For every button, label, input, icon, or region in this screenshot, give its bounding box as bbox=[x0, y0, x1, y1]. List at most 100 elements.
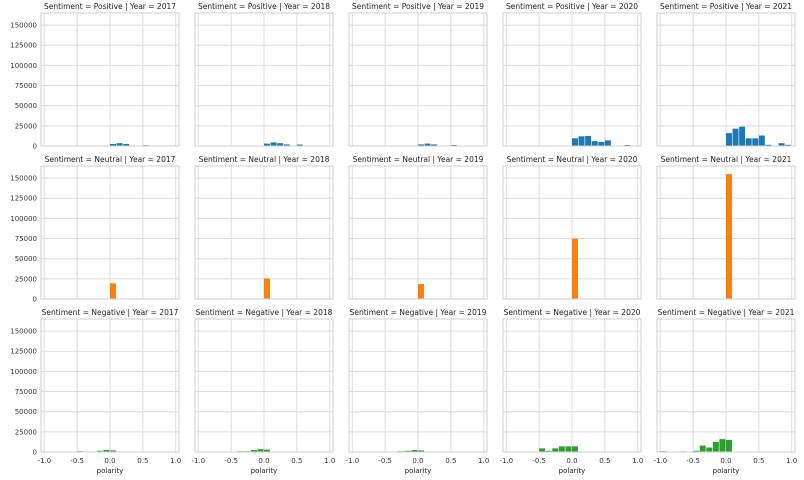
histogram-bar bbox=[591, 141, 598, 146]
x-tick-label: -1.0 bbox=[499, 457, 513, 465]
x-axis-label: polarity bbox=[97, 467, 124, 475]
x-tick-label: 1.0 bbox=[786, 457, 797, 465]
x-tick-label: -0.5 bbox=[70, 457, 84, 465]
histogram-bar bbox=[264, 449, 270, 452]
x-axis-label: polarity bbox=[713, 467, 740, 475]
facet-neutral-2020: Sentiment = Neutral | Year = 2020 bbox=[502, 155, 642, 300]
histogram-bar bbox=[96, 450, 103, 452]
x-tick-label: -1.0 bbox=[37, 457, 51, 465]
facet-title: Sentiment = Negative | Year = 2018 bbox=[196, 308, 333, 317]
histogram-bar bbox=[103, 449, 110, 452]
histogram-bar bbox=[545, 450, 552, 452]
x-tick-label: 0.0 bbox=[720, 457, 731, 465]
histogram-bar bbox=[578, 136, 585, 146]
x-tick-label: 0.0 bbox=[104, 457, 115, 465]
histogram-bar bbox=[726, 133, 732, 146]
histogram-bar bbox=[572, 138, 578, 146]
y-tick-label: 150000 bbox=[10, 22, 37, 30]
histogram-bar bbox=[693, 450, 700, 452]
histogram-bar bbox=[110, 450, 116, 452]
plot-frame bbox=[656, 12, 796, 147]
gridlines bbox=[41, 319, 179, 453]
y-tick-label: 100000 bbox=[10, 368, 37, 376]
facet-positive-2017: Sentiment = Positive | Year = 2017 0 25000… bbox=[10, 2, 180, 151]
histogram-bar bbox=[283, 144, 290, 146]
facet-negative-2021: Sentiment = Negative | Year = 2021 -1.0 -0… bbox=[653, 308, 797, 475]
histogram-bar bbox=[418, 284, 424, 299]
gridlines bbox=[503, 319, 641, 453]
x-axis-label: polarity bbox=[251, 467, 278, 475]
facet-negative-2017: Sentiment = Negative | Year = 2017 0 25000… bbox=[10, 308, 181, 475]
gridlines bbox=[195, 319, 333, 453]
facet-title: Sentiment = Positive | Year = 2017 bbox=[44, 2, 176, 11]
y-tick-label: 25000 bbox=[15, 275, 37, 283]
histogram-bar bbox=[598, 141, 605, 146]
x-tick-label: 0.5 bbox=[137, 457, 148, 465]
histogram-bar bbox=[699, 445, 706, 452]
facet-title: Sentiment = Negative | Year = 2021 bbox=[658, 308, 795, 317]
histogram-bar bbox=[778, 143, 785, 146]
histogram-bar bbox=[765, 144, 772, 146]
y-tick-label: 125000 bbox=[10, 348, 37, 356]
facet-title: Sentiment = Positive | Year = 2021 bbox=[660, 2, 792, 11]
histogram-bar bbox=[732, 128, 739, 146]
facet-title: Sentiment = Negative | Year = 2017 bbox=[42, 308, 179, 317]
histogram-bar bbox=[404, 450, 411, 452]
histogram-bar bbox=[277, 143, 284, 146]
x-tick-label: 0.0 bbox=[566, 457, 577, 465]
facet-title: Sentiment = Neutral | Year = 2018 bbox=[199, 155, 330, 164]
facet-positive-2018: Sentiment = Positive | Year = 2018 bbox=[194, 2, 334, 147]
histogram-bar bbox=[785, 144, 792, 146]
facet-title: Sentiment = Positive | Year = 2019 bbox=[352, 2, 484, 11]
plot-frame bbox=[40, 12, 180, 147]
histogram-bar bbox=[424, 143, 431, 146]
x-tick-label: 1.0 bbox=[478, 457, 489, 465]
histogram-bar bbox=[758, 135, 765, 146]
x-tick-label: -0.5 bbox=[224, 457, 238, 465]
histogram-bar bbox=[116, 143, 123, 146]
histogram-bar bbox=[418, 450, 424, 452]
plot-frame bbox=[656, 318, 796, 453]
histogram-bar bbox=[706, 447, 713, 452]
histogram-bar bbox=[726, 174, 732, 299]
facet-positive-2020: Sentiment = Positive | Year = 2020 bbox=[502, 2, 642, 147]
plot-frame bbox=[502, 318, 642, 453]
x-tick-label: -1.0 bbox=[653, 457, 667, 465]
y-tick-label: 0 bbox=[33, 143, 37, 151]
plot-frame bbox=[348, 165, 488, 300]
x-tick-label: -0.5 bbox=[532, 457, 546, 465]
y-tick-label: 75000 bbox=[15, 235, 37, 243]
facet-title: Sentiment = Negative | Year = 2020 bbox=[504, 308, 641, 317]
facet-title: Sentiment = Neutral | Year = 2020 bbox=[507, 155, 638, 164]
facet-neutral-2017: Sentiment = Neutral | Year = 2017 0 25000 5… bbox=[10, 155, 180, 304]
histogram-bar bbox=[110, 143, 116, 146]
y-tick-label: 75000 bbox=[15, 82, 37, 90]
y-tick-label: 125000 bbox=[10, 195, 37, 203]
facet-title: Sentiment = Neutral | Year = 2017 bbox=[45, 155, 176, 164]
plot-frame bbox=[348, 12, 488, 147]
x-tick-label: 1.0 bbox=[170, 457, 181, 465]
histogram-bar bbox=[585, 135, 592, 146]
histogram-bar bbox=[270, 142, 277, 146]
histogram-bar bbox=[739, 126, 746, 146]
y-tick-label: 25000 bbox=[15, 122, 37, 130]
y-tick-label: 150000 bbox=[10, 175, 37, 183]
histogram-bar bbox=[712, 441, 719, 452]
x-tick-label: 1.0 bbox=[632, 457, 643, 465]
facet-negative-2020: Sentiment = Negative | Year = 2020 -1.0 -0… bbox=[499, 308, 643, 475]
x-tick-label: 0.5 bbox=[753, 457, 764, 465]
y-tick-label: 50000 bbox=[15, 102, 37, 110]
plot-frame bbox=[502, 12, 642, 147]
gridlines bbox=[349, 13, 487, 147]
y-tick-label: 0 bbox=[33, 296, 37, 304]
y-tick-label: 0 bbox=[33, 449, 37, 457]
y-tick-label: 25000 bbox=[15, 428, 37, 436]
plot-frame bbox=[40, 165, 180, 300]
histogram-bar bbox=[552, 448, 559, 452]
plot-frame bbox=[194, 165, 334, 300]
x-tick-label: -0.5 bbox=[686, 457, 700, 465]
histogram-bar bbox=[296, 144, 303, 146]
facet-title: Sentiment = Negative | Year = 2019 bbox=[350, 308, 487, 317]
y-tick-label: 50000 bbox=[15, 408, 37, 416]
